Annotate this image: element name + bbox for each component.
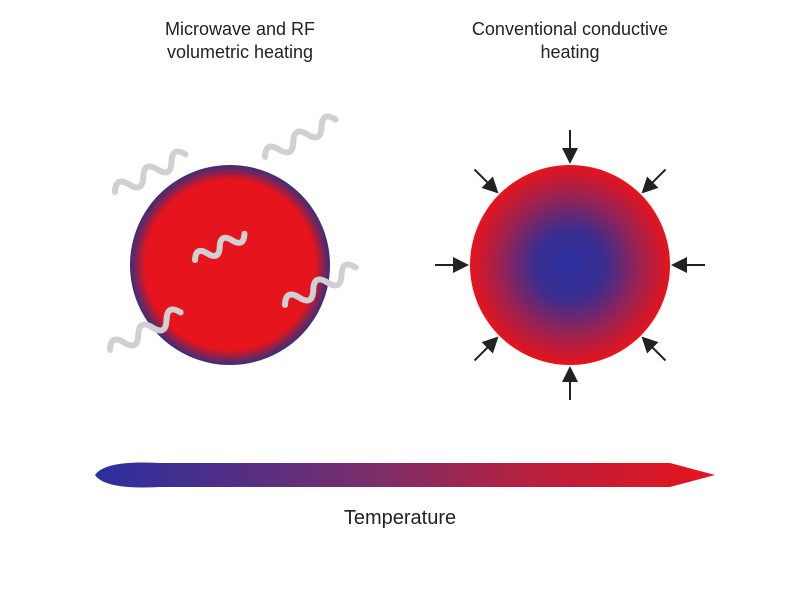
heat-arrow-icon xyxy=(644,339,665,360)
temperature-bar xyxy=(95,463,715,488)
temperature-label: Temperature xyxy=(300,505,500,531)
left-sphere xyxy=(130,165,330,365)
right-sphere xyxy=(470,165,670,365)
heat-arrow-icon xyxy=(475,170,496,191)
diagram-canvas: Microwave and RFvolumetric heating Conve… xyxy=(0,0,800,600)
temperature-label-text: Temperature xyxy=(344,507,456,529)
heat-arrow-icon xyxy=(475,339,496,360)
heat-arrow-icon xyxy=(644,170,665,191)
wave-icon xyxy=(262,113,339,163)
